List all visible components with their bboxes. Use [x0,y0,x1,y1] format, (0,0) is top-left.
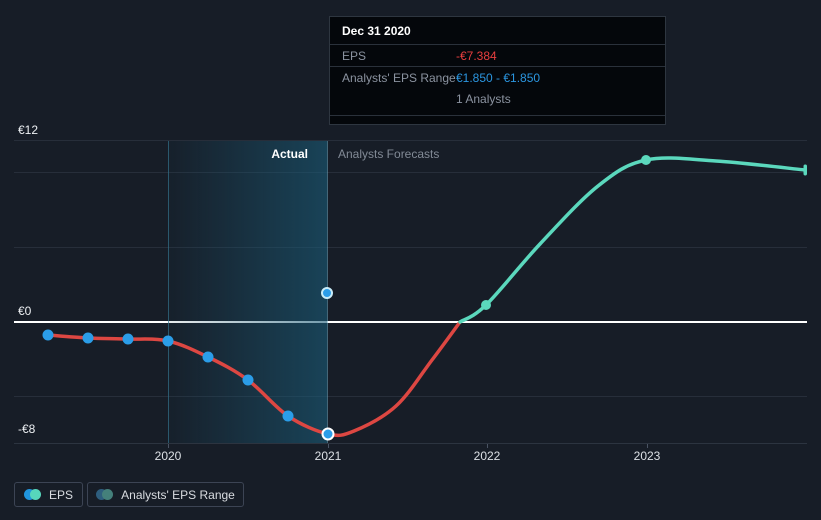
blue-dot-icon [23,489,35,500]
tooltip-row-eps: EPS -€7.384 [330,45,665,67]
eps-data-point[interactable] [162,335,174,347]
eps-legend-icon [23,489,41,500]
gridline-5 [14,247,807,248]
muted-teal-dot-icon [102,489,114,500]
gridline-neg5 [14,396,807,397]
tooltip-divider [330,115,665,116]
y-axis-label-0: €0 [18,304,32,318]
tooltip-row-range: Analysts' EPS Range €1.850 - €1.850 [330,67,665,88]
tooltip-row-analysts: 1 Analysts [330,88,665,109]
tooltip-analyst-count: 1 Analysts [456,92,511,106]
eps-data-point[interactable] [242,374,254,386]
legend-eps[interactable]: EPS [14,482,83,507]
eps-actual-line [46,320,462,438]
x-axis-label-2021: 2021 [314,449,342,463]
eps-data-point[interactable] [42,329,54,341]
selected-eps-data-point[interactable] [321,427,335,441]
forecasts-phase-label: Analysts Forecasts [338,147,440,161]
x-axis-label-2020: 2020 [154,449,182,463]
teal-dot-icon [29,489,41,500]
range-legend-icon [96,489,114,500]
legend-analysts-eps-range[interactable]: Analysts' EPS Range [87,482,244,507]
tooltip-range-value: €1.850 - €1.850 [456,71,541,85]
forecast-data-point[interactable] [641,155,651,165]
forecast-data-point[interactable] [481,300,491,310]
tooltip: Dec 31 2020 EPS -€7.384 Analysts' EPS Ra… [329,16,666,125]
tooltip-date: Dec 31 2020 [330,17,665,45]
actual-phase-label: Actual [271,147,308,161]
x-tick-2022 [487,444,488,448]
x-axis-label-2022: 2022 [473,449,501,463]
x-tick-2021 [328,444,329,448]
tooltip-eps-label: EPS [342,49,367,63]
x-axis-line [14,443,807,444]
y-axis-label-neg8: -€8 [18,422,36,436]
zero-line [14,321,807,323]
eps-forecast-line [458,156,807,324]
gridline-10 [14,172,807,173]
muted-blue-dot-icon [96,489,108,500]
x-tick-2020 [168,444,169,448]
tooltip-eps-value: -€7.384 [456,49,497,63]
legend-eps-label: EPS [48,487,73,502]
eps-data-point[interactable] [282,410,294,422]
legend-range-label: Analysts' EPS Range [121,487,235,502]
x-axis-label-2023: 2023 [633,449,661,463]
y-axis-label-12: €12 [18,123,39,137]
eps-data-point[interactable] [122,333,134,345]
eps-data-point[interactable] [82,332,94,344]
eps-data-point[interactable] [202,351,214,363]
analysts-eps-range-point[interactable] [321,287,333,299]
gridline-12 [14,140,807,141]
x-tick-2023 [647,444,648,448]
forecast-end-cap [803,164,807,176]
tooltip-range-label: Analysts' EPS Range [342,71,456,85]
